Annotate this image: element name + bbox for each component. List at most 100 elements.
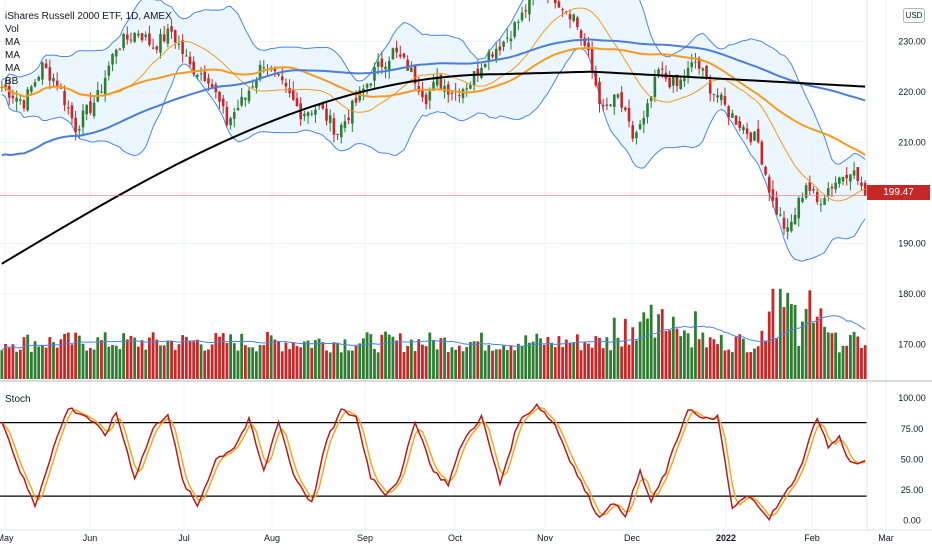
volume-bar	[199, 344, 203, 379]
volume-bar	[177, 344, 181, 379]
candle-body	[369, 83, 373, 86]
candle-body	[221, 98, 225, 107]
candle-body	[609, 104, 612, 106]
indicator-bb[interactable]: BB	[5, 76, 19, 87]
volume-bar	[52, 342, 55, 379]
volume-bar	[623, 318, 627, 379]
candle-body	[701, 68, 705, 71]
candle-body	[716, 95, 719, 98]
candle-body	[472, 71, 476, 86]
candle-body	[310, 113, 314, 115]
volume-bar	[524, 335, 528, 379]
volume-bar	[166, 340, 170, 379]
candle-body	[376, 61, 380, 67]
volume-bar	[280, 351, 284, 379]
volume-bar	[4, 343, 7, 379]
candle-body	[502, 41, 505, 47]
candle-body	[443, 85, 446, 92]
volume-bar	[616, 337, 620, 379]
volume-bar	[631, 327, 635, 379]
candle-body	[151, 47, 155, 49]
stoch-label[interactable]: Stoch	[5, 394, 31, 405]
indicator-ma-3[interactable]: MA	[5, 63, 20, 74]
indicator-ma-2[interactable]: MA	[5, 50, 20, 61]
volume-bar	[502, 345, 505, 379]
candle-body	[612, 94, 616, 107]
volume-bar	[605, 337, 609, 379]
volume-bar	[148, 337, 151, 379]
volume-bar	[232, 343, 236, 379]
volume-bar	[369, 334, 373, 379]
candle-body	[635, 132, 638, 139]
candle-body	[576, 17, 579, 28]
volume-bar	[129, 335, 133, 379]
volume-bar	[531, 341, 535, 379]
candle-body	[207, 78, 210, 84]
candle-body	[255, 79, 258, 88]
volume-bar	[221, 333, 225, 379]
candle-body	[520, 12, 524, 21]
volume-bar	[627, 344, 631, 379]
candle-body	[587, 42, 590, 51]
volume-bar	[664, 330, 668, 379]
volume-bar	[421, 344, 424, 379]
volume-bar	[18, 349, 22, 379]
candle-body	[251, 86, 255, 88]
volume-bar	[568, 343, 572, 379]
volume-bar	[494, 349, 498, 379]
volume-bar	[317, 338, 321, 379]
candle-body	[745, 128, 749, 134]
volume-bar	[140, 340, 144, 379]
volume-bar	[557, 336, 561, 379]
volume-bar	[277, 341, 280, 379]
volume-bar	[26, 334, 30, 379]
candle-body	[812, 189, 815, 191]
volume-bar	[635, 340, 638, 379]
indicator-ma-1[interactable]: MA	[5, 37, 20, 48]
volume-bar	[144, 349, 148, 379]
volume-bar	[561, 347, 565, 379]
volume-bar	[81, 343, 85, 379]
candle-body	[402, 53, 406, 58]
indicator-vol[interactable]: Vol	[5, 24, 19, 35]
volume-bar	[782, 307, 786, 379]
candle-body	[823, 198, 826, 205]
candle-body	[487, 51, 491, 62]
volume-bar	[122, 333, 125, 379]
volume-bar	[457, 345, 461, 379]
volume-bar	[291, 342, 295, 379]
volume-bar	[85, 350, 89, 379]
volume-bar	[347, 350, 351, 379]
candle-body	[85, 104, 88, 115]
volume-bar	[266, 331, 269, 379]
volume-bar	[184, 336, 188, 379]
volume-bar	[845, 345, 849, 379]
volume-bar	[679, 336, 683, 379]
volume-bar	[354, 346, 358, 379]
candle-body	[616, 94, 620, 98]
candle-body	[177, 43, 181, 45]
bb-lower-line	[1, 47, 866, 262]
candle-body	[236, 107, 240, 111]
currency-badge[interactable]: USD	[903, 8, 925, 23]
candle-body	[605, 104, 609, 106]
volume-bar	[575, 334, 579, 379]
candle-body	[129, 39, 133, 41]
volume-bar	[671, 316, 675, 379]
volume-bar	[155, 339, 159, 379]
candle-body	[118, 48, 122, 50]
volume-bar	[133, 337, 137, 379]
candle-body	[476, 68, 480, 75]
volume-bar	[546, 336, 550, 379]
month-label: Sep	[357, 533, 373, 543]
candle-body	[845, 174, 848, 179]
candle-body	[642, 117, 646, 125]
volume-bar	[834, 332, 838, 379]
volume-bar	[63, 333, 66, 379]
candle-body	[601, 105, 605, 107]
volume-bar	[66, 332, 70, 379]
candle-body	[70, 105, 74, 119]
volume-bar	[395, 340, 399, 379]
candle-body	[229, 118, 232, 126]
